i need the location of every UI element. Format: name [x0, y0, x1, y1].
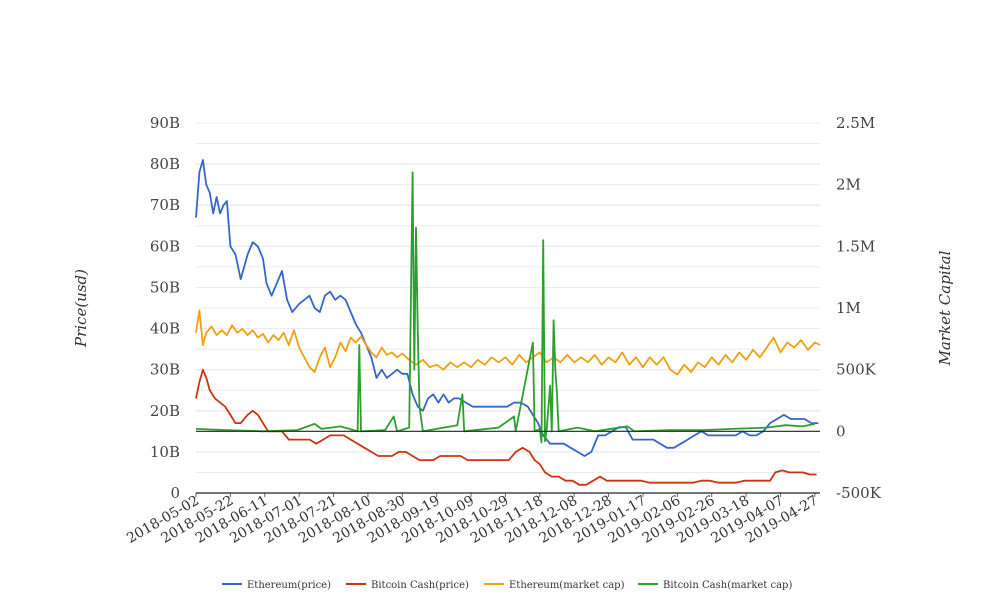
series-line-bitcoin-cash-market-cap [195, 171, 815, 444]
y2-tick-label: 500K [836, 361, 877, 379]
right-y-axis: -500K 0 500K 1M 1.5M 2M 2.5M [836, 114, 882, 502]
left-y-axis: 0 10B 20B 30B 40B 50B 60B 70B 80B 90B [150, 114, 180, 502]
legend-label: Bitcoin Cash(market cap) [663, 580, 792, 591]
y-tick-label: 50B [150, 278, 180, 296]
y2-axis-title: Market Capital [936, 250, 954, 366]
legend: Ethereum(price) Bitcoin Cash(price) Ethere… [222, 580, 792, 591]
y2-tick-label: 1.5M [836, 237, 875, 255]
y2-tick-label: 0 [836, 422, 846, 440]
y-tick-label: 40B [150, 320, 180, 338]
series-lines [195, 159, 821, 486]
y-tick-label: 60B [150, 237, 180, 255]
y-tick-label: 90B [150, 114, 180, 132]
y2-tick-label: 2.5M [836, 114, 875, 132]
y-tick-label: 20B [150, 402, 180, 420]
legend-label: Ethereum(price) [247, 580, 331, 591]
y2-tick-label: -500K [836, 484, 882, 502]
legend-label: Bitcoin Cash(price) [371, 580, 469, 591]
y2-tick-label: 2M [836, 176, 861, 194]
legend-label: Ethereum(market cap) [509, 580, 625, 591]
y-axis-title: Price(usd) [72, 269, 90, 348]
y-tick-label: 70B [150, 196, 180, 214]
y-tick-label: 30B [150, 361, 180, 379]
series-line-ethereum-market-cap [195, 309, 821, 376]
x-axis: 2018-05-022018-05-222018-06-112018-07-01… [124, 493, 821, 547]
series-line-ethereum-price [195, 159, 819, 457]
y-tick-label: 80B [150, 155, 180, 173]
y-tick-label: 10B [150, 443, 180, 461]
series-line-bitcoin-cash-price [195, 368, 817, 486]
y2-tick-label: 1M [836, 299, 861, 317]
y-tick-label: 0 [170, 484, 180, 502]
